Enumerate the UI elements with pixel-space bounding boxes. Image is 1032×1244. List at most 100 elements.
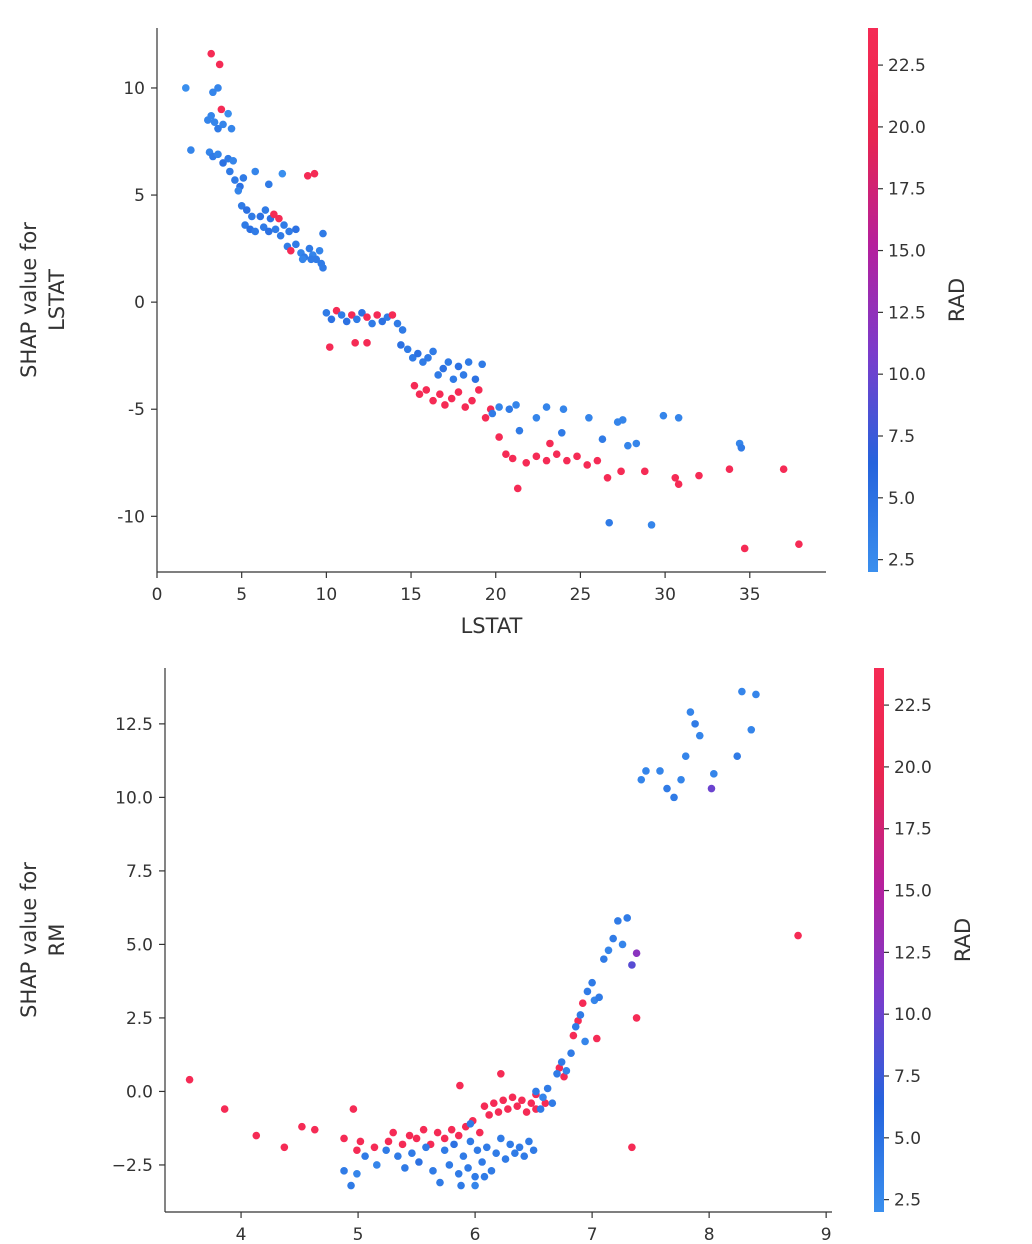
data-point	[454, 1131, 463, 1140]
data-point	[456, 1081, 464, 1090]
data-point	[219, 159, 227, 167]
data-point	[185, 1075, 194, 1084]
data-point	[513, 1102, 522, 1110]
data-point	[513, 484, 522, 493]
data-point	[252, 1131, 261, 1140]
data-point	[632, 949, 641, 958]
data-point	[794, 931, 802, 940]
y-tick-label: 10	[123, 79, 145, 99]
data-point	[725, 465, 734, 473]
colorbar-tick-label: 5.0	[888, 489, 915, 509]
x-tick-label: 4	[236, 1225, 247, 1244]
data-point	[370, 1143, 379, 1152]
data-point	[373, 1161, 381, 1169]
data-point	[389, 1128, 397, 1137]
data-point	[264, 227, 273, 236]
y-tick-label: 7.5	[126, 862, 153, 882]
data-point	[656, 767, 664, 775]
y-axis-title-line: SHAP value for	[17, 862, 41, 1018]
colorbar-title: RAD	[951, 918, 975, 962]
x-tick-label: 5	[236, 585, 247, 605]
colorbar-tick-label: 10.0	[888, 365, 926, 385]
data-point	[356, 1137, 365, 1146]
data-point	[553, 1069, 561, 1078]
data-point	[474, 386, 483, 394]
data-point	[571, 1022, 580, 1031]
data-point	[285, 227, 293, 236]
data-point	[403, 345, 412, 354]
data-point	[241, 221, 249, 229]
data-point	[412, 1134, 421, 1143]
x-tick-label: 5	[353, 1225, 364, 1244]
data-point	[542, 456, 551, 465]
data-point	[209, 88, 217, 97]
data-point	[276, 231, 285, 240]
data-point	[779, 465, 788, 473]
data-point	[567, 1049, 575, 1058]
data-point	[525, 1137, 533, 1146]
data-point	[398, 326, 407, 334]
data-point	[487, 1167, 496, 1175]
data-point	[671, 473, 680, 482]
data-point	[677, 775, 685, 784]
colorbar-tick-label: 20.0	[894, 758, 932, 778]
data-point	[468, 396, 476, 405]
data-point	[459, 1152, 468, 1160]
data-point	[642, 767, 650, 775]
data-point	[226, 167, 234, 176]
data-point	[227, 124, 236, 133]
colorbar-tick-label: 15.0	[888, 242, 926, 262]
data-point	[628, 1143, 636, 1152]
data-point	[292, 240, 300, 249]
data-point	[508, 454, 517, 463]
data-point	[674, 480, 683, 488]
data-point	[505, 405, 514, 414]
data-point	[327, 315, 336, 324]
y-tick-label: -10	[117, 507, 145, 527]
data-point	[358, 309, 366, 317]
data-point	[495, 403, 503, 411]
data-point	[637, 775, 646, 784]
data-point	[347, 1181, 355, 1190]
data-point	[659, 411, 668, 420]
data-point	[368, 319, 376, 328]
data-point	[695, 471, 703, 480]
data-point	[475, 1128, 484, 1137]
colorbar	[874, 668, 884, 1212]
data-point	[506, 1140, 515, 1149]
data-point	[332, 306, 341, 315]
colorbar-title: RAD	[945, 278, 969, 322]
data-point	[310, 169, 319, 178]
data-point	[560, 1072, 568, 1081]
data-point	[224, 109, 232, 118]
data-point	[298, 1122, 306, 1131]
data-point	[614, 917, 622, 925]
x-tick-label: 10	[316, 585, 338, 605]
y-axis-title: SHAP value for LSTAT	[17, 222, 69, 378]
data-point	[508, 1093, 517, 1102]
data-point	[337, 311, 346, 319]
data-point	[539, 1093, 547, 1102]
data-point	[581, 1037, 589, 1046]
data-point	[319, 229, 327, 238]
y-tick-label: −2.5	[112, 1156, 153, 1176]
data-point	[454, 388, 463, 396]
x-tick-label: 20	[485, 585, 507, 605]
data-point	[548, 1099, 557, 1107]
y-tick-label: 5	[134, 186, 145, 206]
data-point	[604, 946, 613, 955]
data-point	[573, 452, 581, 461]
data-point	[408, 354, 417, 362]
data-point	[492, 1149, 500, 1157]
scatter-points	[181, 49, 803, 553]
x-tick-label: 9	[821, 1225, 832, 1244]
data-point	[600, 955, 608, 963]
y-tick-label: -5	[128, 400, 145, 420]
data-point	[353, 1169, 361, 1178]
data-point	[632, 1014, 641, 1022]
data-point	[592, 1034, 601, 1043]
data-point	[361, 1152, 369, 1160]
data-point	[647, 521, 656, 529]
data-point	[504, 1105, 512, 1113]
data-point	[187, 146, 195, 154]
